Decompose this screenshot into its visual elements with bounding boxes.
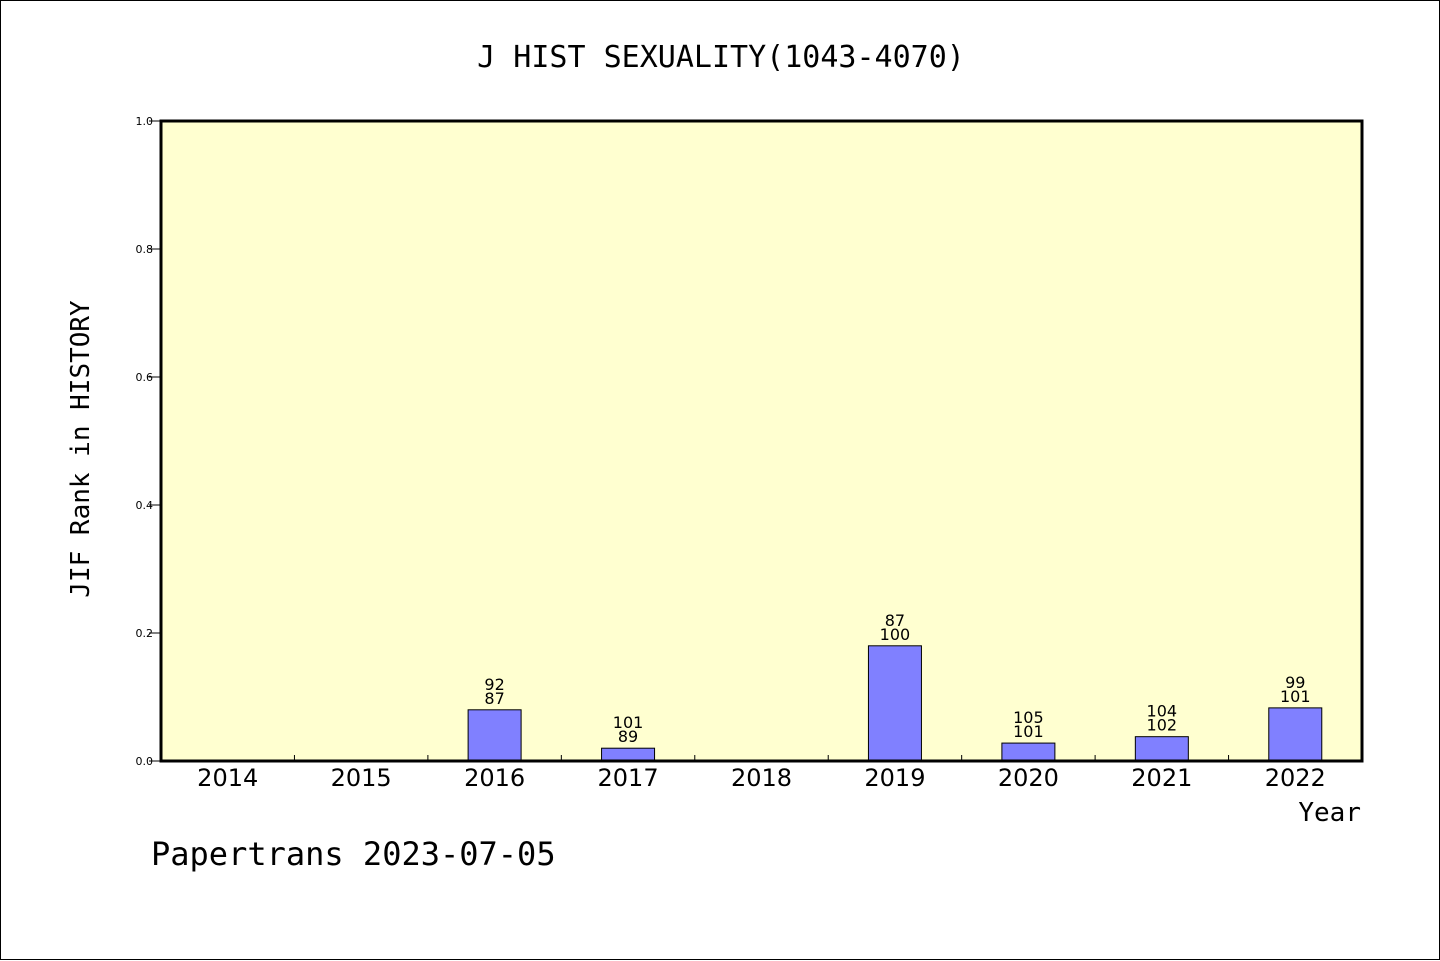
x-tick-label: 2016 <box>464 764 525 792</box>
bar-label-bottom: 100 <box>880 625 911 644</box>
bar-label-top: 105 <box>1013 708 1044 727</box>
bar-label-top: 101 <box>613 713 644 732</box>
y-tick-label: 0.2 <box>136 627 154 640</box>
x-tick-label: 2021 <box>1131 764 1192 792</box>
y-tick-label: 0.8 <box>136 243 154 256</box>
footer-watermark: Papertrans 2023-07-05 <box>151 835 556 873</box>
bar-label-bottom: 89 <box>618 727 638 746</box>
bar-label-top: 87 <box>885 611 905 630</box>
bar-2020 <box>1001 742 1056 762</box>
y-tick-label: 0.0 <box>136 755 154 768</box>
plot-border <box>159 119 1364 763</box>
x-tick-label: 2018 <box>731 764 792 792</box>
bar-label-bottom: 102 <box>1147 716 1178 735</box>
bar-2022 <box>1268 707 1323 762</box>
bar-2017 <box>601 747 656 762</box>
bar-label-top: 99 <box>1285 673 1305 692</box>
bar-label-top: 104 <box>1147 702 1178 721</box>
y-tick-label: 1.0 <box>136 115 154 128</box>
chart-title: J HIST SEXUALITY(1043-4070) <box>477 40 965 75</box>
bar-2016 <box>467 709 522 762</box>
plot-area <box>161 121 1362 761</box>
bar-label-bottom: 101 <box>1280 687 1311 706</box>
y-tick-label: 0.6 <box>136 371 154 384</box>
y-tick-label: 0.4 <box>136 499 154 512</box>
x-tick-label: 2019 <box>864 764 925 792</box>
x-tick-label: 2022 <box>1265 764 1326 792</box>
x-tick-label: 2017 <box>598 764 659 792</box>
bar-label-bottom: 101 <box>1013 722 1044 741</box>
x-axis-ticks: 2014 2015 2016 2017 2018 2019 2020 2021 2022 <box>197 755 1326 792</box>
x-tick-label: 2014 <box>197 764 258 792</box>
bar-label-top: 92 <box>484 675 504 694</box>
bar-label-bottom: 87 <box>484 689 504 708</box>
bars-layer <box>467 645 1323 762</box>
x-tick-label: 2020 <box>998 764 1059 792</box>
y-axis-ticks: 0.0 0.2 0.4 0.6 0.8 1.0 <box>136 115 161 768</box>
bar-2019 <box>867 645 922 762</box>
x-axis-label: Year <box>1298 798 1361 828</box>
y-axis-label: JIF Rank in HISTORY <box>66 300 96 598</box>
x-tick-label: 2015 <box>331 764 392 792</box>
bar-2021 <box>1134 736 1189 762</box>
